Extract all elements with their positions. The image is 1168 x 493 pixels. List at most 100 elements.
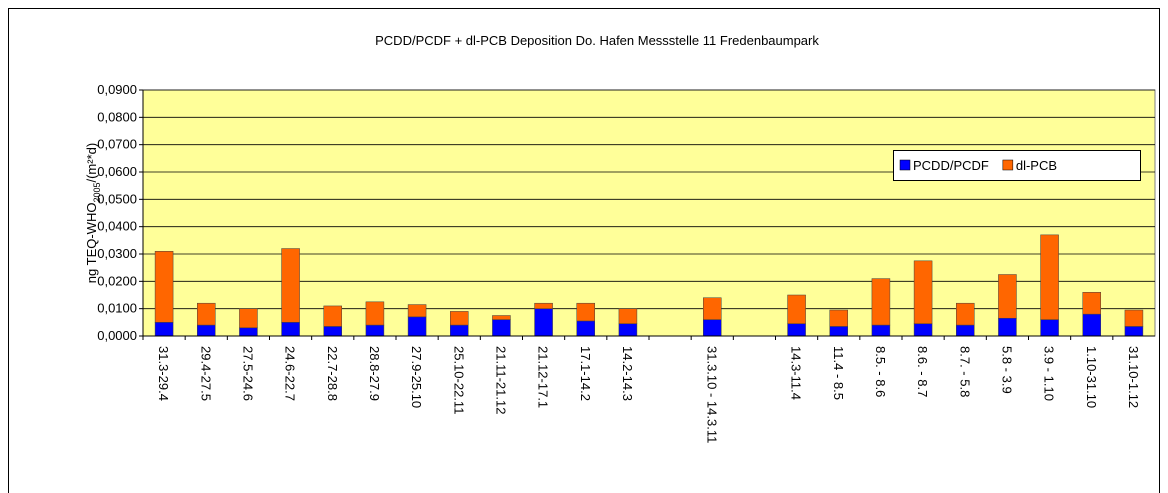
bar-segment: [1124, 326, 1144, 337]
legend-label: dl-PCB: [1016, 158, 1057, 173]
legend-label: PCDD/PCDF: [913, 158, 989, 173]
bar-segment: [154, 322, 174, 337]
x-tick-label-group: 21.11-21.12: [493, 346, 508, 414]
bar-segment: [618, 323, 638, 337]
bar-segment: [323, 326, 342, 337]
bar-segment: [576, 320, 595, 337]
bar-segment: [1082, 313, 1101, 337]
bar-segment: [450, 311, 469, 326]
x-tick-label: 3.9 - 1.10: [1042, 346, 1057, 401]
bar-segment: [576, 302, 595, 322]
x-tick-label-group: 5.8 - 3.9: [999, 346, 1014, 394]
legend: PCDD/PCDF dl-PCB: [893, 150, 1141, 181]
bar-segment: [787, 323, 806, 337]
bar-segment: [197, 302, 216, 326]
y-tick-label: 0,0400: [97, 219, 137, 234]
bar-segment: [1040, 319, 1059, 337]
y-title-main: ng TEQ-WHO: [84, 203, 99, 284]
bar-segment: [281, 322, 300, 337]
y-tick-label: 0,0100: [97, 301, 137, 316]
bar-segment: [492, 315, 511, 320]
bar-segment: [618, 308, 638, 324]
x-tick-label-group: 8.5. - 8.6: [873, 346, 888, 397]
bar-segment: [365, 324, 385, 337]
legend-swatch: [1002, 159, 1014, 171]
bar-segment: [534, 308, 553, 337]
x-tick-label: 25.10-22.11: [451, 346, 466, 414]
bar-segment: [871, 278, 891, 326]
y-tick-label: 0,0800: [97, 109, 137, 124]
bar-segment: [407, 304, 427, 318]
x-tick-label-group: 14.2-14.3: [620, 346, 635, 401]
bar-segment: [239, 327, 258, 337]
bar-segment: [1082, 292, 1101, 315]
x-tick-label-group: 31.10-1.12: [1126, 346, 1141, 408]
bar-segment: [998, 317, 1017, 337]
x-tick-label: 1.10-31.10: [1084, 346, 1099, 408]
x-tick-label: 8.5. - 8.6: [873, 346, 888, 397]
x-tick-label: 5.8 - 3.9: [999, 346, 1014, 394]
legend-swatch: [899, 159, 911, 171]
bar-segment: [703, 297, 722, 320]
x-tick-label: 8.6. - 8.7: [915, 346, 930, 397]
y-tick-label: 0,0200: [97, 273, 137, 288]
x-tick-label-group: 14.3-11.4: [789, 346, 804, 400]
x-tick-label: 27.5-24.6: [240, 346, 255, 401]
y-tick-label: 0,0900: [97, 82, 137, 97]
x-tick-label-group: 21.12-17.1: [536, 346, 551, 408]
x-tick-label: 31.3-29.4: [156, 346, 171, 401]
x-tick-label-group: 24.6-22.7: [283, 346, 298, 401]
x-tick-label-group: 8.6. - 8.7: [915, 346, 930, 397]
x-tick-label: 27.9-25.10: [409, 346, 424, 408]
x-tick-label-group: 29.4-27.5: [198, 346, 213, 401]
x-tick-label-group: 1.10-31.10: [1084, 346, 1099, 408]
bar-segment: [450, 324, 469, 337]
bar-segment: [407, 316, 427, 337]
y-tick-label: 0,0300: [97, 246, 137, 261]
y-tick-label: 0,0000: [97, 328, 137, 343]
y-axis-title: ng TEQ-WHO2005/(m²*d): [84, 143, 102, 283]
bar-segment: [871, 324, 891, 337]
x-tick-label: 29.4-27.5: [198, 346, 213, 401]
x-tick-label-group: 28.8-27.9: [367, 346, 382, 401]
y-tick-label: 0,0500: [97, 191, 137, 206]
bar-segment: [323, 305, 342, 327]
bar-segment: [913, 260, 933, 324]
x-tick-label-group: 22.7-28.8: [325, 346, 340, 401]
bar-segment: [281, 248, 300, 323]
bar-segment: [913, 323, 933, 337]
x-tick-label-group: 27.5-24.6: [240, 346, 255, 401]
x-tick-label: 14.2-14.3: [620, 346, 635, 401]
x-tick-label-group: 8.7. - 5.8: [957, 346, 972, 397]
x-tick-label: 21.12-17.1: [536, 346, 551, 408]
bar-segment: [197, 324, 216, 337]
x-tick-label-group: 25.10-22.11: [451, 346, 466, 414]
y-tick-label: 0,0600: [97, 164, 137, 179]
x-tick-label: 31.10-1.12: [1126, 346, 1141, 408]
y-title-rest: /(m²*d): [84, 143, 99, 183]
x-tick-label: 28.8-27.9: [367, 346, 382, 401]
x-tick-label: 31.3.10 - 14.3.11: [704, 346, 719, 443]
legend-box: [893, 150, 1141, 181]
x-tick-label-group: 31.3-29.4: [156, 346, 171, 401]
bar-segment: [365, 301, 385, 326]
y-tick-label: 0,0700: [97, 137, 137, 152]
x-tick-label-group: 3.9 - 1.10: [1042, 346, 1057, 401]
x-tick-label: 17.1-14.2: [578, 346, 593, 401]
x-tick-label-group: 31.3.10 - 14.3.11: [704, 346, 719, 443]
bar-segment: [534, 302, 553, 309]
bar-segment: [154, 251, 174, 323]
bar-segment: [1124, 309, 1144, 327]
y-title-sub: 2005: [92, 183, 102, 203]
bar-segment: [239, 308, 258, 329]
x-tick-label-group: 27.9-25.10: [409, 346, 424, 408]
bar-segment: [703, 319, 722, 337]
bar-segment: [829, 326, 848, 337]
bar-segment: [829, 309, 848, 327]
bar-segment: [1040, 234, 1059, 320]
bar-segment: [956, 302, 975, 326]
x-tick-label: 24.6-22.7: [283, 346, 298, 401]
y-axis-title-text: ng TEQ-WHO2005/(m²*d): [84, 143, 102, 283]
plot-area: [142, 89, 1156, 337]
